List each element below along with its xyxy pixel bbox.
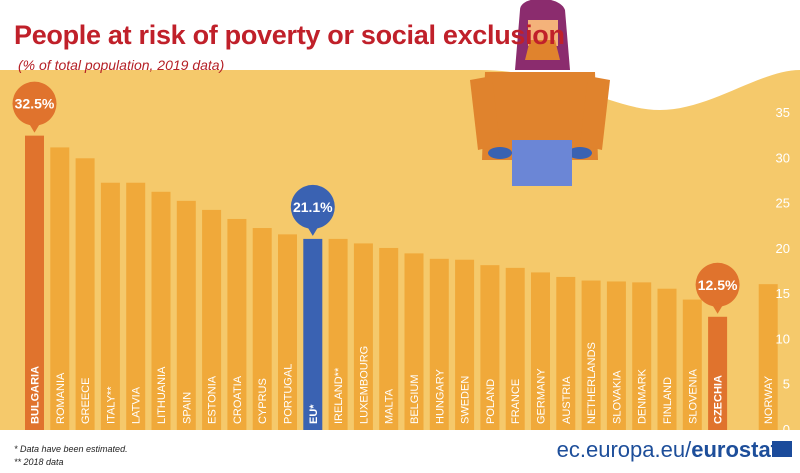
y-tick-label: 30 <box>776 150 790 165</box>
value-label: 32.5% <box>15 96 55 112</box>
bar-sweden <box>455 259 475 430</box>
value-bubble-pointer <box>711 303 724 314</box>
category-label: FINLAND <box>662 377 674 424</box>
bar-estonia <box>202 209 222 430</box>
category-label: PORTUGAL <box>283 364 295 424</box>
y-tick-label: 5 <box>783 377 790 392</box>
background-wave <box>0 0 800 70</box>
bar-austria <box>556 276 576 430</box>
bar-belgium <box>404 253 424 430</box>
bar-poland <box>480 265 500 430</box>
y-tick-label: 10 <box>776 331 790 346</box>
bar-germany <box>531 272 550 430</box>
bar-hungary <box>429 258 449 430</box>
category-label: MALTA <box>384 388 396 424</box>
category-label: POLAND <box>485 379 497 424</box>
category-label: BELGIUM <box>409 374 421 424</box>
category-label: LITHUANIA <box>156 366 168 424</box>
value-bubble-pointer <box>306 225 319 236</box>
bar-france <box>505 267 525 430</box>
category-label: NETHERLANDS <box>586 342 598 424</box>
bar-eu <box>303 238 323 430</box>
chart-subtitle: (% of total population, 2019 data) <box>18 57 225 73</box>
category-label: GREECE <box>80 378 92 424</box>
bar-slovenia <box>682 299 702 430</box>
bar-slovakia <box>606 281 626 430</box>
category-label: CROATIA <box>232 375 244 424</box>
category-label: GERMANY <box>536 368 548 424</box>
bar-bulgaria <box>25 135 44 430</box>
bar-portugal <box>278 234 297 430</box>
bar-denmark <box>632 282 652 430</box>
background-band <box>0 70 800 430</box>
category-label: ITALY** <box>105 386 117 424</box>
bar-malta <box>379 247 399 430</box>
category-label: AUSTRIA <box>561 376 573 424</box>
category-label: BULGARIA <box>30 366 42 424</box>
bar-romania <box>50 147 70 430</box>
category-label: SLOVENIA <box>687 368 699 424</box>
bar-cyprus <box>252 228 272 430</box>
bar-croatia <box>227 218 247 430</box>
category-label: ROMANIA <box>55 372 67 424</box>
bar-latvia <box>126 182 146 430</box>
y-tick-label: 25 <box>776 196 790 211</box>
bar-ireland <box>328 238 348 430</box>
footnote-2018: ** 2018 data <box>14 457 64 467</box>
bar-lithuania <box>151 191 171 430</box>
value-label: 12.5% <box>698 277 738 293</box>
chart-title: People at risk of poverty or social excl… <box>14 20 565 50</box>
category-label: IRELAND** <box>333 367 345 424</box>
category-label: LATVIA <box>131 386 143 424</box>
category-label: NORWAY <box>763 375 775 424</box>
bar-italy <box>100 182 120 430</box>
value-bubble-circle <box>12 81 57 126</box>
y-tick-label: 35 <box>776 105 790 120</box>
eu-flag-icon <box>772 441 792 457</box>
category-label: SPAIN <box>181 392 193 424</box>
bar-spain <box>176 200 196 430</box>
person-illustration <box>470 0 610 186</box>
bar-luxembourg <box>353 243 373 430</box>
category-label: ESTONIA <box>207 375 219 424</box>
category-label: CZECHIA <box>713 375 725 424</box>
bar-netherlands <box>581 280 601 430</box>
value-label: 21.1% <box>293 199 333 215</box>
category-label: HUNGARY <box>434 369 446 424</box>
category-label: DENMARK <box>637 368 649 424</box>
value-bubble: 12.5% <box>695 262 740 314</box>
bar-greece <box>75 158 95 431</box>
source-domain: ec.europa.eu/ <box>556 437 692 462</box>
category-label: SWEDEN <box>460 376 472 424</box>
category-label: LUXEMBOURG <box>358 346 370 424</box>
footnote-estimated: * Data have been estimated. <box>14 444 128 454</box>
value-bubble: 32.5% <box>12 81 57 133</box>
bar-finland <box>657 288 677 430</box>
bar-czechia <box>708 316 728 430</box>
value-bubble-circle <box>290 184 335 229</box>
bar-norway <box>758 284 778 430</box>
value-bubble: 21.1% <box>290 184 335 236</box>
category-label: FRANCE <box>510 379 522 424</box>
y-tick-label: 20 <box>776 241 790 256</box>
category-label: SLOVAKIA <box>611 370 623 424</box>
source-link[interactable]: ec.europa.eu/eurostat <box>557 437 778 463</box>
category-label: EU* <box>308 404 320 424</box>
source-brand: eurostat <box>691 437 778 462</box>
value-bubble-circle <box>695 262 740 307</box>
value-bubble-pointer <box>28 122 41 133</box>
y-tick-label: 15 <box>776 286 790 301</box>
category-label: CYPRUS <box>257 378 269 424</box>
y-tick-label: 0 <box>783 422 790 437</box>
